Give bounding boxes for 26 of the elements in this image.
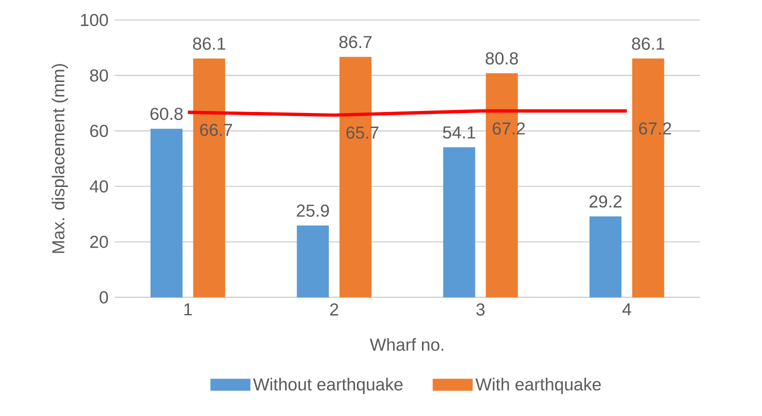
data-label: 86.1 — [193, 38, 226, 50]
bar — [150, 128, 183, 298]
data-label: 54.1 — [442, 126, 476, 139]
y-tick-label: 100 — [81, 14, 108, 26]
x-tick-label: 2 — [330, 303, 338, 316]
data-label: 80.8 — [486, 52, 518, 65]
data-label: 25.9 — [296, 204, 329, 217]
y-tick-label: 40 — [90, 180, 108, 193]
bar — [443, 147, 476, 298]
legend-label: With earthquake — [475, 378, 601, 394]
y-axis-title: Max. displacement (mm) — [52, 64, 68, 253]
data-label: 86.1 — [632, 38, 664, 50]
x-tick-label: 4 — [622, 303, 632, 316]
y-tick-label: 80 — [90, 69, 108, 82]
x-tick-label: 3 — [476, 303, 485, 316]
bar — [590, 216, 622, 298]
legend-label: Without earthquake — [253, 378, 403, 394]
y-tick-label: 20 — [90, 236, 108, 248]
data-label: 60.8 — [150, 108, 183, 120]
data-label: 86.7 — [339, 36, 372, 48]
x-axis-title: Wharf no. — [370, 338, 444, 351]
bar — [296, 225, 329, 298]
y-tick-label: 60 — [90, 124, 108, 138]
data-label: 29.2 — [590, 195, 622, 208]
x-tick-label: 1 — [184, 303, 192, 316]
y-tick-label: 0 — [100, 291, 108, 304]
